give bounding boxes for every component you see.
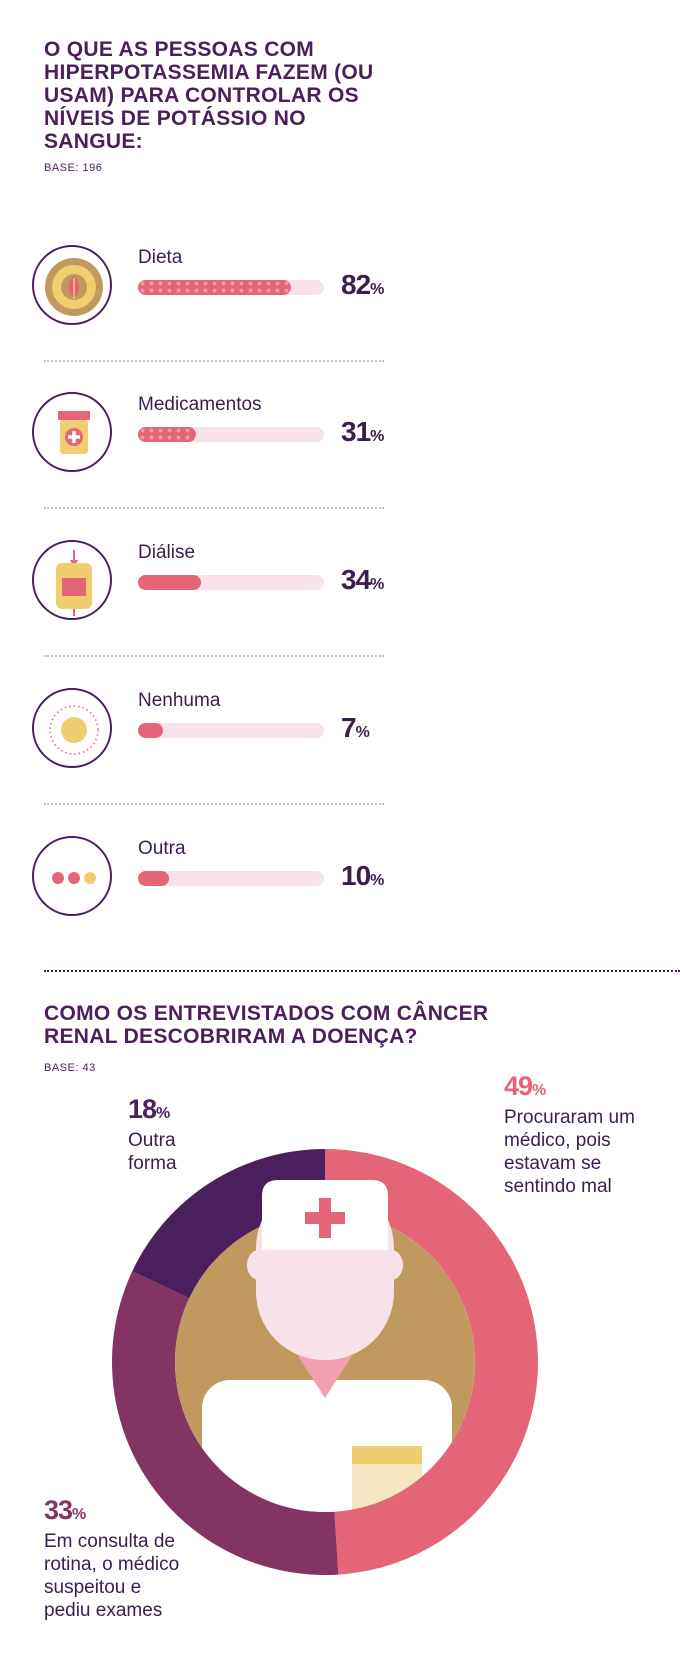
bar-row: Outra 10% — [32, 826, 392, 926]
row-separator — [44, 507, 384, 509]
bar — [138, 427, 196, 442]
bar-label: Medicamentos — [138, 394, 262, 415]
bar-label: Nenhuma — [138, 690, 221, 711]
section2-title: COMO OS ENTREVISTADOS COM CÂNCER RENAL D… — [44, 1002, 489, 1048]
section1-base: BASE: 196 — [44, 162, 103, 174]
bar-track — [138, 871, 324, 886]
dialysis-bag-icon — [32, 540, 112, 620]
pie-label: 18% Outra forma — [128, 1094, 177, 1175]
bar-track — [138, 575, 324, 590]
empty-circle-icon — [32, 688, 112, 768]
bar — [138, 280, 291, 295]
leaf-plate-icon — [32, 245, 112, 325]
bar-track — [138, 723, 324, 738]
bar-row: Dieta 82% — [32, 235, 392, 335]
pie-value-label: 49% — [504, 1071, 547, 1101]
pie-value-label: 18% — [128, 1094, 171, 1124]
pie-slice — [325, 1148, 539, 1575]
bar-value-label: 31% — [341, 416, 385, 447]
pie-category-label: estavam se — [504, 1153, 602, 1174]
section2-base: BASE: 43 — [44, 1062, 96, 1074]
pie-category-label: Procuraram um — [504, 1107, 635, 1128]
bar-label: Diálise — [138, 542, 196, 563]
row-separator — [44, 360, 384, 362]
section-divider — [44, 970, 680, 972]
section1-title: O QUE AS PESSOAS COM HIPERPOTASSEMIA FAZ… — [44, 38, 374, 153]
pie-category-label: Em consulta de — [44, 1531, 175, 1552]
bar — [138, 575, 202, 590]
pie-category-label: médico, pois — [504, 1130, 611, 1151]
pie-slice — [112, 1271, 339, 1575]
ellipsis-icon — [32, 836, 112, 916]
bar-row: Medicamentos 31% — [32, 382, 392, 482]
pie-category-label: suspeitou e — [44, 1577, 142, 1598]
doctor-icon — [175, 1180, 475, 1512]
bar-value-label: 34% — [341, 564, 385, 595]
pie-category-label: rotina, o médico — [44, 1554, 180, 1575]
bar-track — [138, 427, 324, 442]
row-separator — [44, 803, 384, 805]
bar — [138, 723, 164, 738]
bar-value-label: 10% — [341, 860, 385, 891]
bar-row: Diálise 34% — [32, 530, 392, 630]
bar-value-label: 7% — [341, 712, 370, 743]
row-separator — [44, 655, 384, 657]
pie-label: 49% Procuraram um médico, pois estavam se se… — [504, 1071, 635, 1198]
bar-value-label: 82% — [341, 269, 385, 300]
bar-row: Nenhuma 7% — [32, 678, 392, 778]
pie-category-label: sentindo mal — [504, 1176, 612, 1197]
pie-category-label: forma — [128, 1153, 177, 1174]
pie-value-label: 33% — [44, 1495, 87, 1525]
pie-category-label: Outra — [128, 1130, 176, 1151]
bar-track — [138, 280, 324, 295]
pill-bottle-icon — [32, 392, 112, 472]
bar — [138, 871, 169, 886]
pie-label: 33% Em consulta de rotina, o médico suspeit… — [44, 1495, 179, 1622]
bar-label: Dieta — [138, 247, 183, 268]
pie-category-label: pediu exames — [44, 1600, 163, 1621]
bar-label: Outra — [138, 838, 186, 859]
